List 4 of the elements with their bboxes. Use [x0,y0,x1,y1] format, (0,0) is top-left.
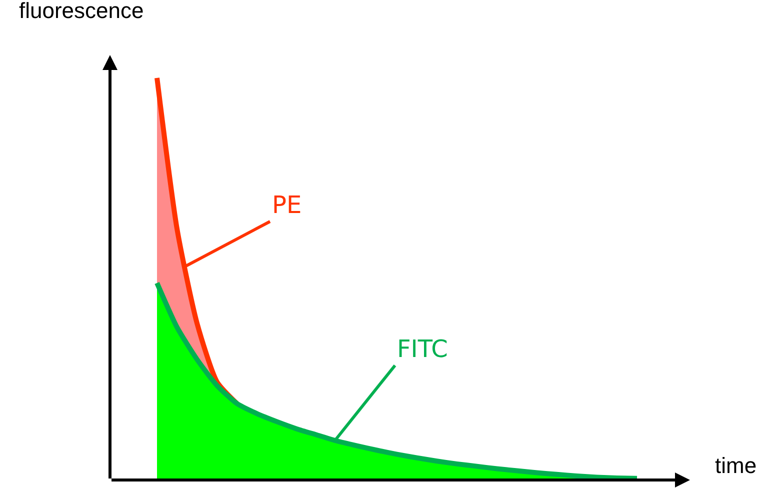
text: PE [272,191,302,219]
x-axis-title: time [715,453,757,478]
text: FITC [397,335,448,363]
y-axis-title: fluorescence [19,0,144,23]
